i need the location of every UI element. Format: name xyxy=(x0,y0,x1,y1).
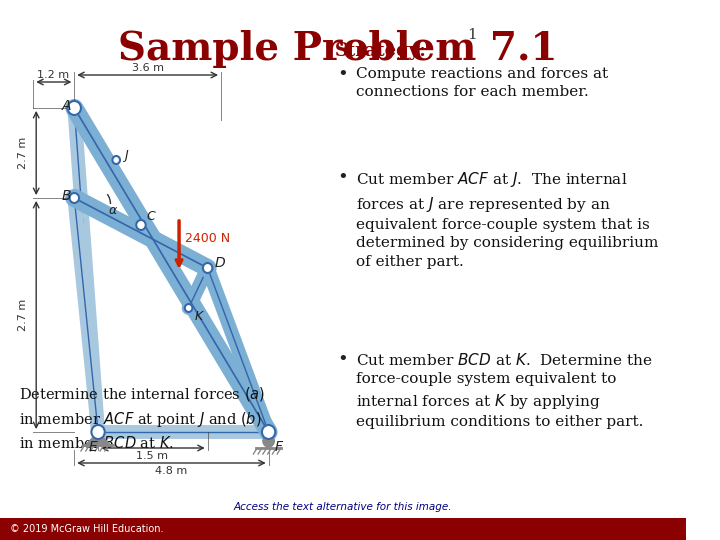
Text: F: F xyxy=(274,440,282,454)
Text: © 2019 McGraw Hill Education.: © 2019 McGraw Hill Education. xyxy=(9,524,163,534)
Text: 1.5 m: 1.5 m xyxy=(136,451,168,461)
Text: Determine the internal forces $(a)$
in member $\mathit{ACF}$ at point $\mathit{J: Determine the internal forces $(a)$ in m… xyxy=(19,385,265,451)
Text: 2.7 m: 2.7 m xyxy=(18,299,28,331)
Text: 4.8 m: 4.8 m xyxy=(156,466,188,476)
Text: •: • xyxy=(338,65,348,83)
Text: $\alpha$: $\alpha$ xyxy=(107,204,117,217)
Text: Access the text alternative for this image.: Access the text alternative for this ima… xyxy=(233,502,452,512)
Text: 2400 N: 2400 N xyxy=(185,233,230,246)
Circle shape xyxy=(136,220,145,230)
Text: D: D xyxy=(215,256,225,270)
Text: Strategy:: Strategy: xyxy=(336,42,427,60)
Text: E: E xyxy=(89,440,97,454)
Text: J: J xyxy=(124,148,127,161)
Text: Sample Problem 7.1: Sample Problem 7.1 xyxy=(118,30,558,68)
Circle shape xyxy=(91,425,105,439)
Text: •: • xyxy=(338,168,348,186)
Text: C: C xyxy=(147,210,156,222)
Circle shape xyxy=(112,156,120,164)
Text: K: K xyxy=(194,309,202,322)
Circle shape xyxy=(185,304,192,312)
Text: Compute reactions and forces at
connections for each member.: Compute reactions and forces at connecti… xyxy=(356,67,608,99)
Circle shape xyxy=(263,435,274,447)
Text: 2.7 m: 2.7 m xyxy=(18,137,28,169)
Circle shape xyxy=(203,263,212,273)
Text: Cut member $\mathit{ACF}$ at $\mathit{J}$.  The internal
forces at $\mathit{J}$ : Cut member $\mathit{ACF}$ at $\mathit{J}… xyxy=(356,170,659,269)
FancyBboxPatch shape xyxy=(0,518,685,540)
Text: •: • xyxy=(338,350,348,368)
Text: B: B xyxy=(62,189,71,203)
Text: Cut member $\mathit{BCD}$ at $\mathit{K}$.  Determine the
force-couple system eq: Cut member $\mathit{BCD}$ at $\mathit{K}… xyxy=(356,352,653,429)
Text: 3.6 m: 3.6 m xyxy=(132,63,163,73)
Text: 1: 1 xyxy=(467,28,477,42)
Circle shape xyxy=(68,101,81,115)
Text: A: A xyxy=(62,99,71,113)
Polygon shape xyxy=(86,432,110,445)
Circle shape xyxy=(70,193,79,203)
Text: 1.2 m: 1.2 m xyxy=(37,70,69,80)
Circle shape xyxy=(262,425,275,439)
